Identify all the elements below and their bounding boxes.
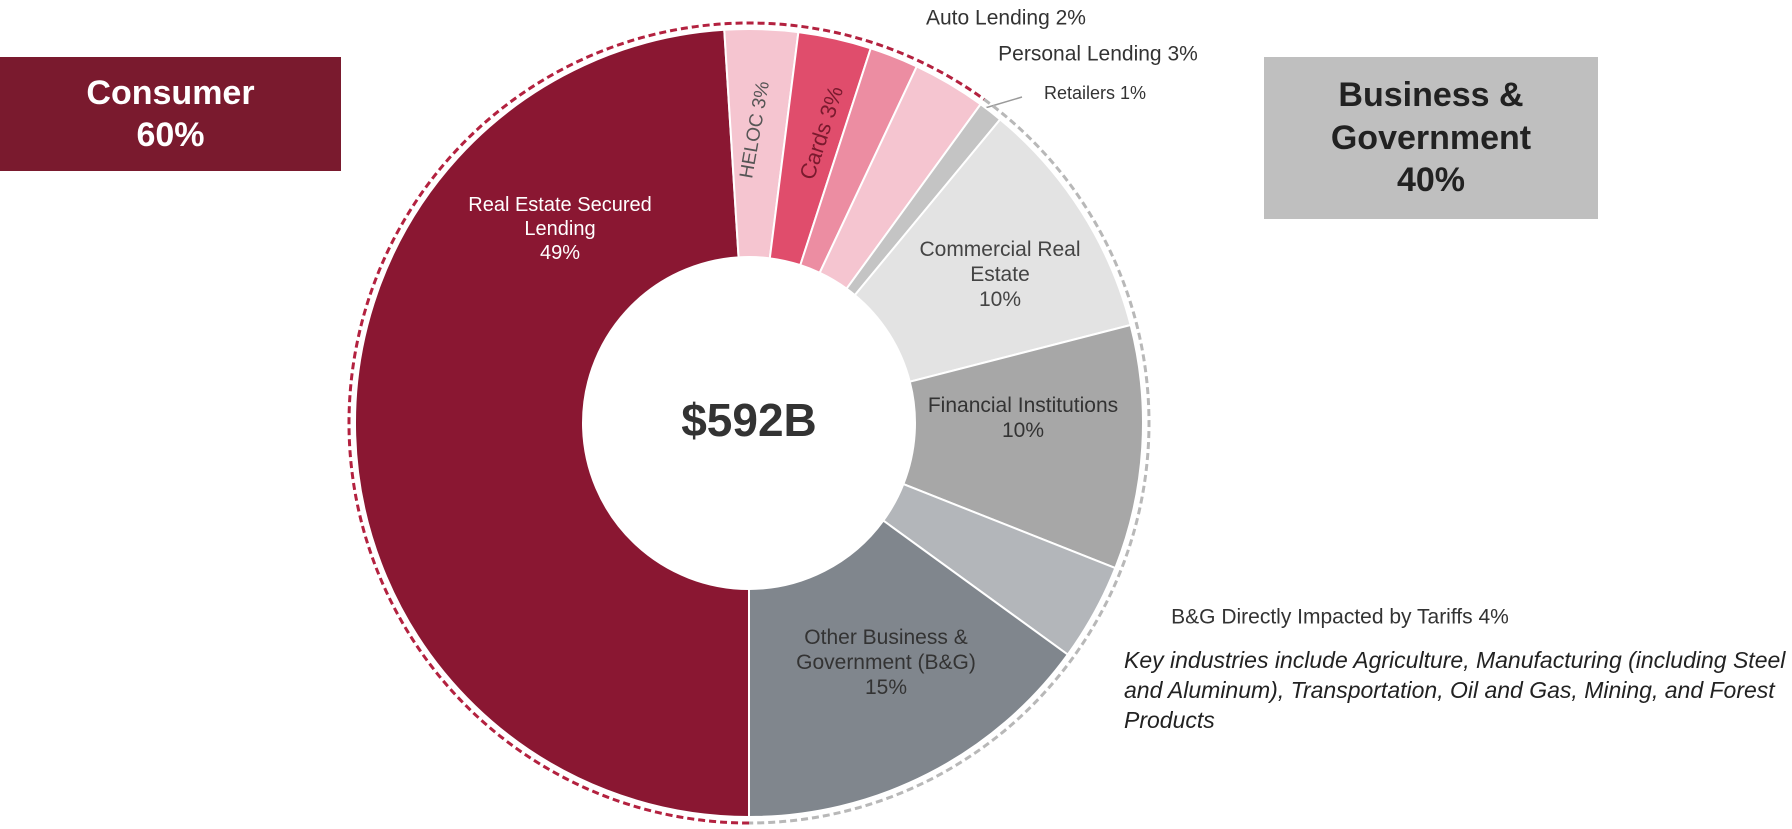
value-label: 1% [1120,83,1147,104]
group-box: Consumer 60% [0,57,341,171]
value-label: 4% [1478,605,1509,629]
value-label: 3% [1167,42,1198,66]
slice [853,118,1132,383]
group-value: 60% [136,116,205,154]
slice-label: Real Estate Secured Lending 49% [460,193,660,265]
group-outline [748,98,1151,825]
center-label: $592B [681,394,817,446]
group-box: Business & Government 40% [1264,57,1598,219]
value-label: 10% [1001,419,1045,442]
slice [354,28,750,819]
leader-line [984,96,1023,109]
category-label: B&G Directly Impacted by Tariffs [1171,605,1473,629]
category-label: Other Business & Government (B&G) [796,626,976,675]
category-label: Retailers [1043,83,1115,104]
slice-label: Retailers 1% [995,83,1195,105]
slice-label: Commercial Real Estate 10% [915,237,1085,313]
category-label: Auto Lending [926,6,1050,30]
slice [748,519,1070,819]
group-outline [347,21,985,825]
slice-label: Financial Institutions 10% [893,393,1153,443]
slice-label: Auto Lending 2% [856,5,1156,30]
value-label: 49% [539,242,581,264]
value-label: 2% [1055,6,1086,30]
group-name: Business & Government [1330,76,1532,157]
category-label: Personal Lending [998,42,1162,66]
note: Key industries include Agriculture, Manu… [1124,647,1786,733]
category-label: Real Estate Secured Lending [468,194,652,240]
value-label: 3% [748,79,774,111]
category-label: Financial Institutions [927,393,1119,417]
group-name: Consumer [86,73,255,112]
category-label: Commercial Real Estate [919,238,1081,287]
slice-label: B&G Directly Impacted by Tariffs 4% [1120,604,1560,629]
value-label: 10% [978,288,1022,312]
slice-label: Personal Lending 3% [928,41,1268,66]
slice-label: Other Business & Government (B&G) 15% [771,625,1001,701]
value-label: 15% [864,676,908,700]
group-value: 40% [1396,161,1466,200]
